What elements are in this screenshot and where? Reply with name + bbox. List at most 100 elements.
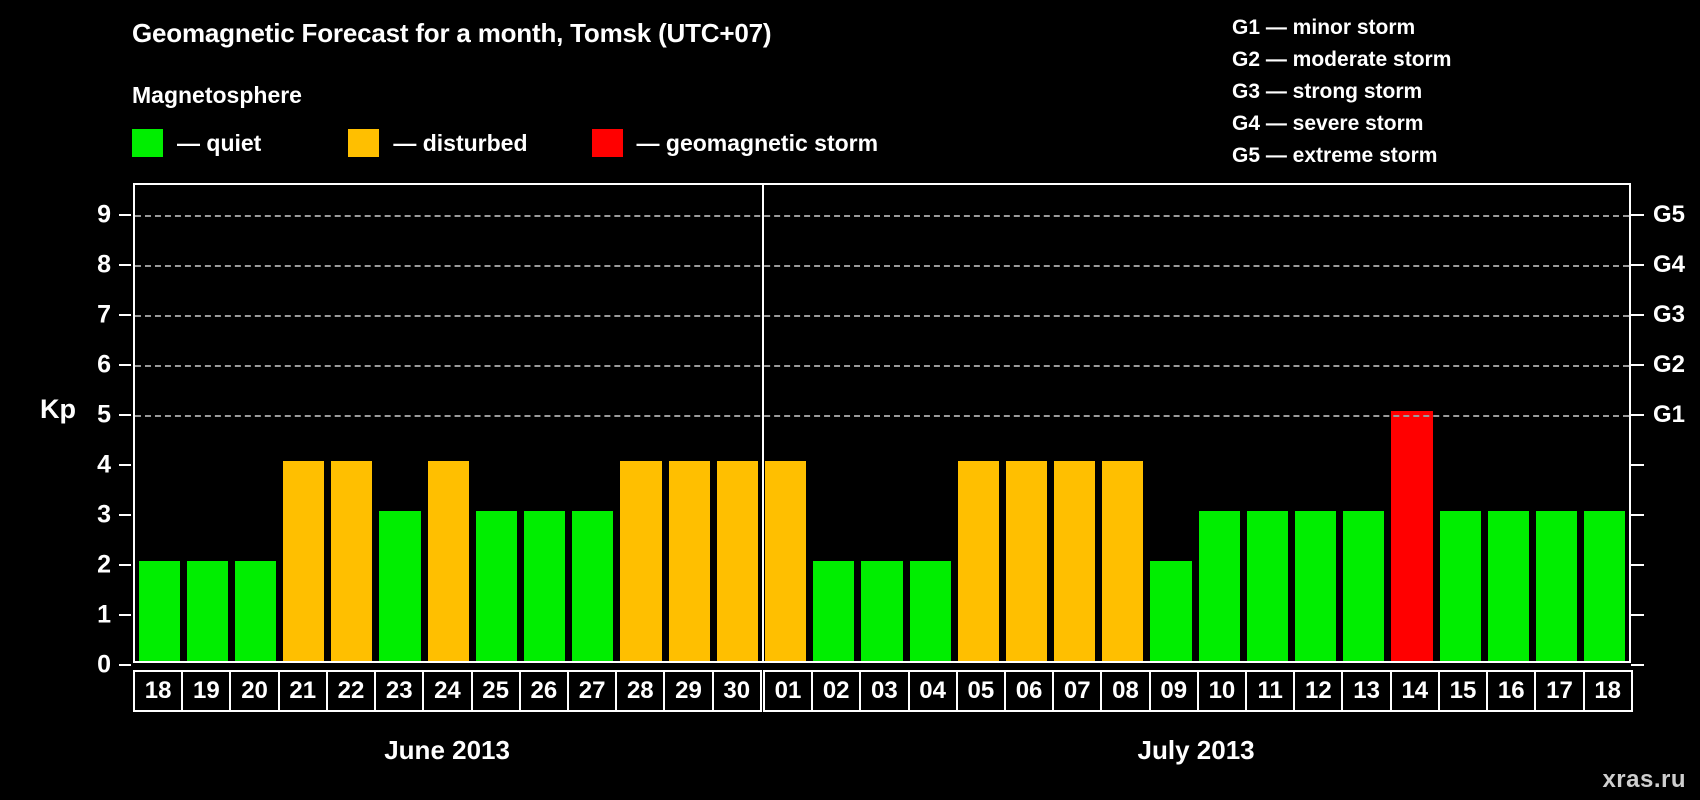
bar-cell	[376, 185, 424, 661]
month-divider	[761, 183, 764, 663]
g-tick-label: G4	[1653, 251, 1686, 278]
bar	[1198, 511, 1240, 661]
day-label: 11	[1245, 670, 1296, 712]
g-tick-mark	[1631, 214, 1644, 216]
plot-area	[133, 183, 1631, 663]
storm-scale-line-g5: G5 — extreme storm	[1232, 144, 1438, 167]
gridline	[135, 265, 1629, 267]
bar-cell	[810, 185, 858, 661]
day-label: 01	[762, 670, 814, 712]
g-tick-mark	[1631, 314, 1644, 316]
bar-cell	[135, 185, 183, 661]
legend-label-storm: — geomagnetic storm	[636, 129, 879, 156]
bar-cell	[1051, 185, 1099, 661]
bar-cell	[906, 185, 954, 661]
bar	[957, 461, 999, 661]
bar	[379, 511, 421, 661]
day-label: 25	[470, 670, 521, 712]
bar	[572, 511, 614, 661]
bar-cell	[472, 185, 520, 661]
day-label: 03	[859, 670, 910, 712]
magnetosphere-legend: — quiet — disturbed — geomagnetic storm	[132, 128, 878, 158]
day-label-row: 18 19 20 21 22 23 24 25 26 27 28 29 30 01 02 03 04 05 06 07…	[133, 670, 1633, 712]
day-label: 24	[422, 670, 473, 712]
legend-swatch-quiet-icon	[132, 129, 163, 157]
storm-scale-line-g1: G1 — minor storm	[1232, 16, 1416, 39]
bar-cell	[617, 185, 665, 661]
day-label: 27	[566, 670, 618, 712]
y-tick-mark	[119, 214, 131, 216]
bar	[1343, 511, 1385, 661]
day-label: 20	[229, 670, 280, 712]
g-tick-mark-minor	[1631, 664, 1644, 666]
y-tick-label: 0	[97, 650, 111, 679]
gridline	[135, 415, 1629, 417]
day-label: 17	[1534, 670, 1585, 712]
bar	[475, 511, 517, 661]
y-axis-title: Kp	[40, 394, 76, 424]
bar	[331, 461, 373, 661]
bar	[1535, 511, 1578, 661]
g-tick-label: G3	[1653, 301, 1686, 328]
bar	[813, 561, 855, 661]
bar	[283, 461, 325, 661]
g-scale-axis: G5 G4 G3 G2 G1	[1631, 183, 1700, 667]
y-tick-label: 7	[97, 300, 111, 329]
g-tick-mark-minor	[1631, 464, 1644, 466]
day-label: 06	[1003, 670, 1055, 712]
y-tick-mark	[119, 664, 131, 666]
bar-cell	[328, 185, 376, 661]
y-tick-mark	[119, 264, 131, 266]
bar	[1102, 461, 1144, 661]
y-tick-label: 5	[97, 400, 111, 429]
y-tick-mark	[119, 364, 131, 366]
y-tick-mark	[119, 314, 131, 316]
bar	[1439, 511, 1481, 661]
day-label: 15	[1437, 670, 1489, 712]
g-tick-label: G1	[1653, 401, 1686, 428]
g-tick-mark-minor	[1631, 514, 1644, 516]
magnetosphere-legend-heading: Magnetosphere	[132, 82, 302, 108]
storm-scale-line-g2: G2 — moderate storm	[1232, 48, 1452, 71]
month-caption: July 2013	[1137, 735, 1255, 765]
day-label: 09	[1148, 670, 1199, 712]
g-tick-mark	[1631, 364, 1644, 366]
y-tick-mark	[119, 414, 131, 416]
plot-inner	[135, 183, 1629, 663]
y-tick-label: 2	[97, 550, 111, 579]
legend-item-quiet: — quiet	[132, 129, 261, 157]
y-tick-label: 9	[97, 200, 111, 229]
bar	[668, 461, 710, 661]
day-label: 02	[811, 670, 862, 712]
bar-cell	[1388, 185, 1436, 661]
bar-cell	[1243, 185, 1291, 661]
y-tick-mark	[119, 464, 131, 466]
bar	[1150, 561, 1192, 661]
day-label: 29	[663, 670, 714, 712]
y-tick-label: 1	[97, 600, 111, 629]
month-caption: June 2013	[384, 735, 510, 765]
bar	[861, 561, 903, 661]
bar-cell	[1002, 185, 1050, 661]
bar-cell	[1195, 185, 1243, 661]
bar	[524, 511, 566, 661]
bar	[1584, 511, 1626, 661]
bar	[620, 461, 662, 661]
bar	[716, 461, 758, 661]
day-label: 18	[133, 670, 184, 712]
y-tick-label: 8	[97, 250, 111, 279]
bar-cell	[1436, 185, 1484, 661]
bar-cell	[1147, 185, 1195, 661]
bar-cell	[1532, 185, 1580, 661]
bar-cell	[1581, 185, 1629, 661]
day-label: 13	[1341, 670, 1392, 712]
bar	[1487, 511, 1529, 661]
bar-cell	[1099, 185, 1147, 661]
g-tick-mark	[1631, 414, 1644, 416]
gridline	[135, 215, 1629, 217]
bar	[427, 461, 469, 661]
day-label: 19	[181, 670, 232, 712]
gridline	[135, 365, 1629, 367]
y-tick-mark	[119, 614, 131, 616]
day-label: 22	[325, 670, 377, 712]
